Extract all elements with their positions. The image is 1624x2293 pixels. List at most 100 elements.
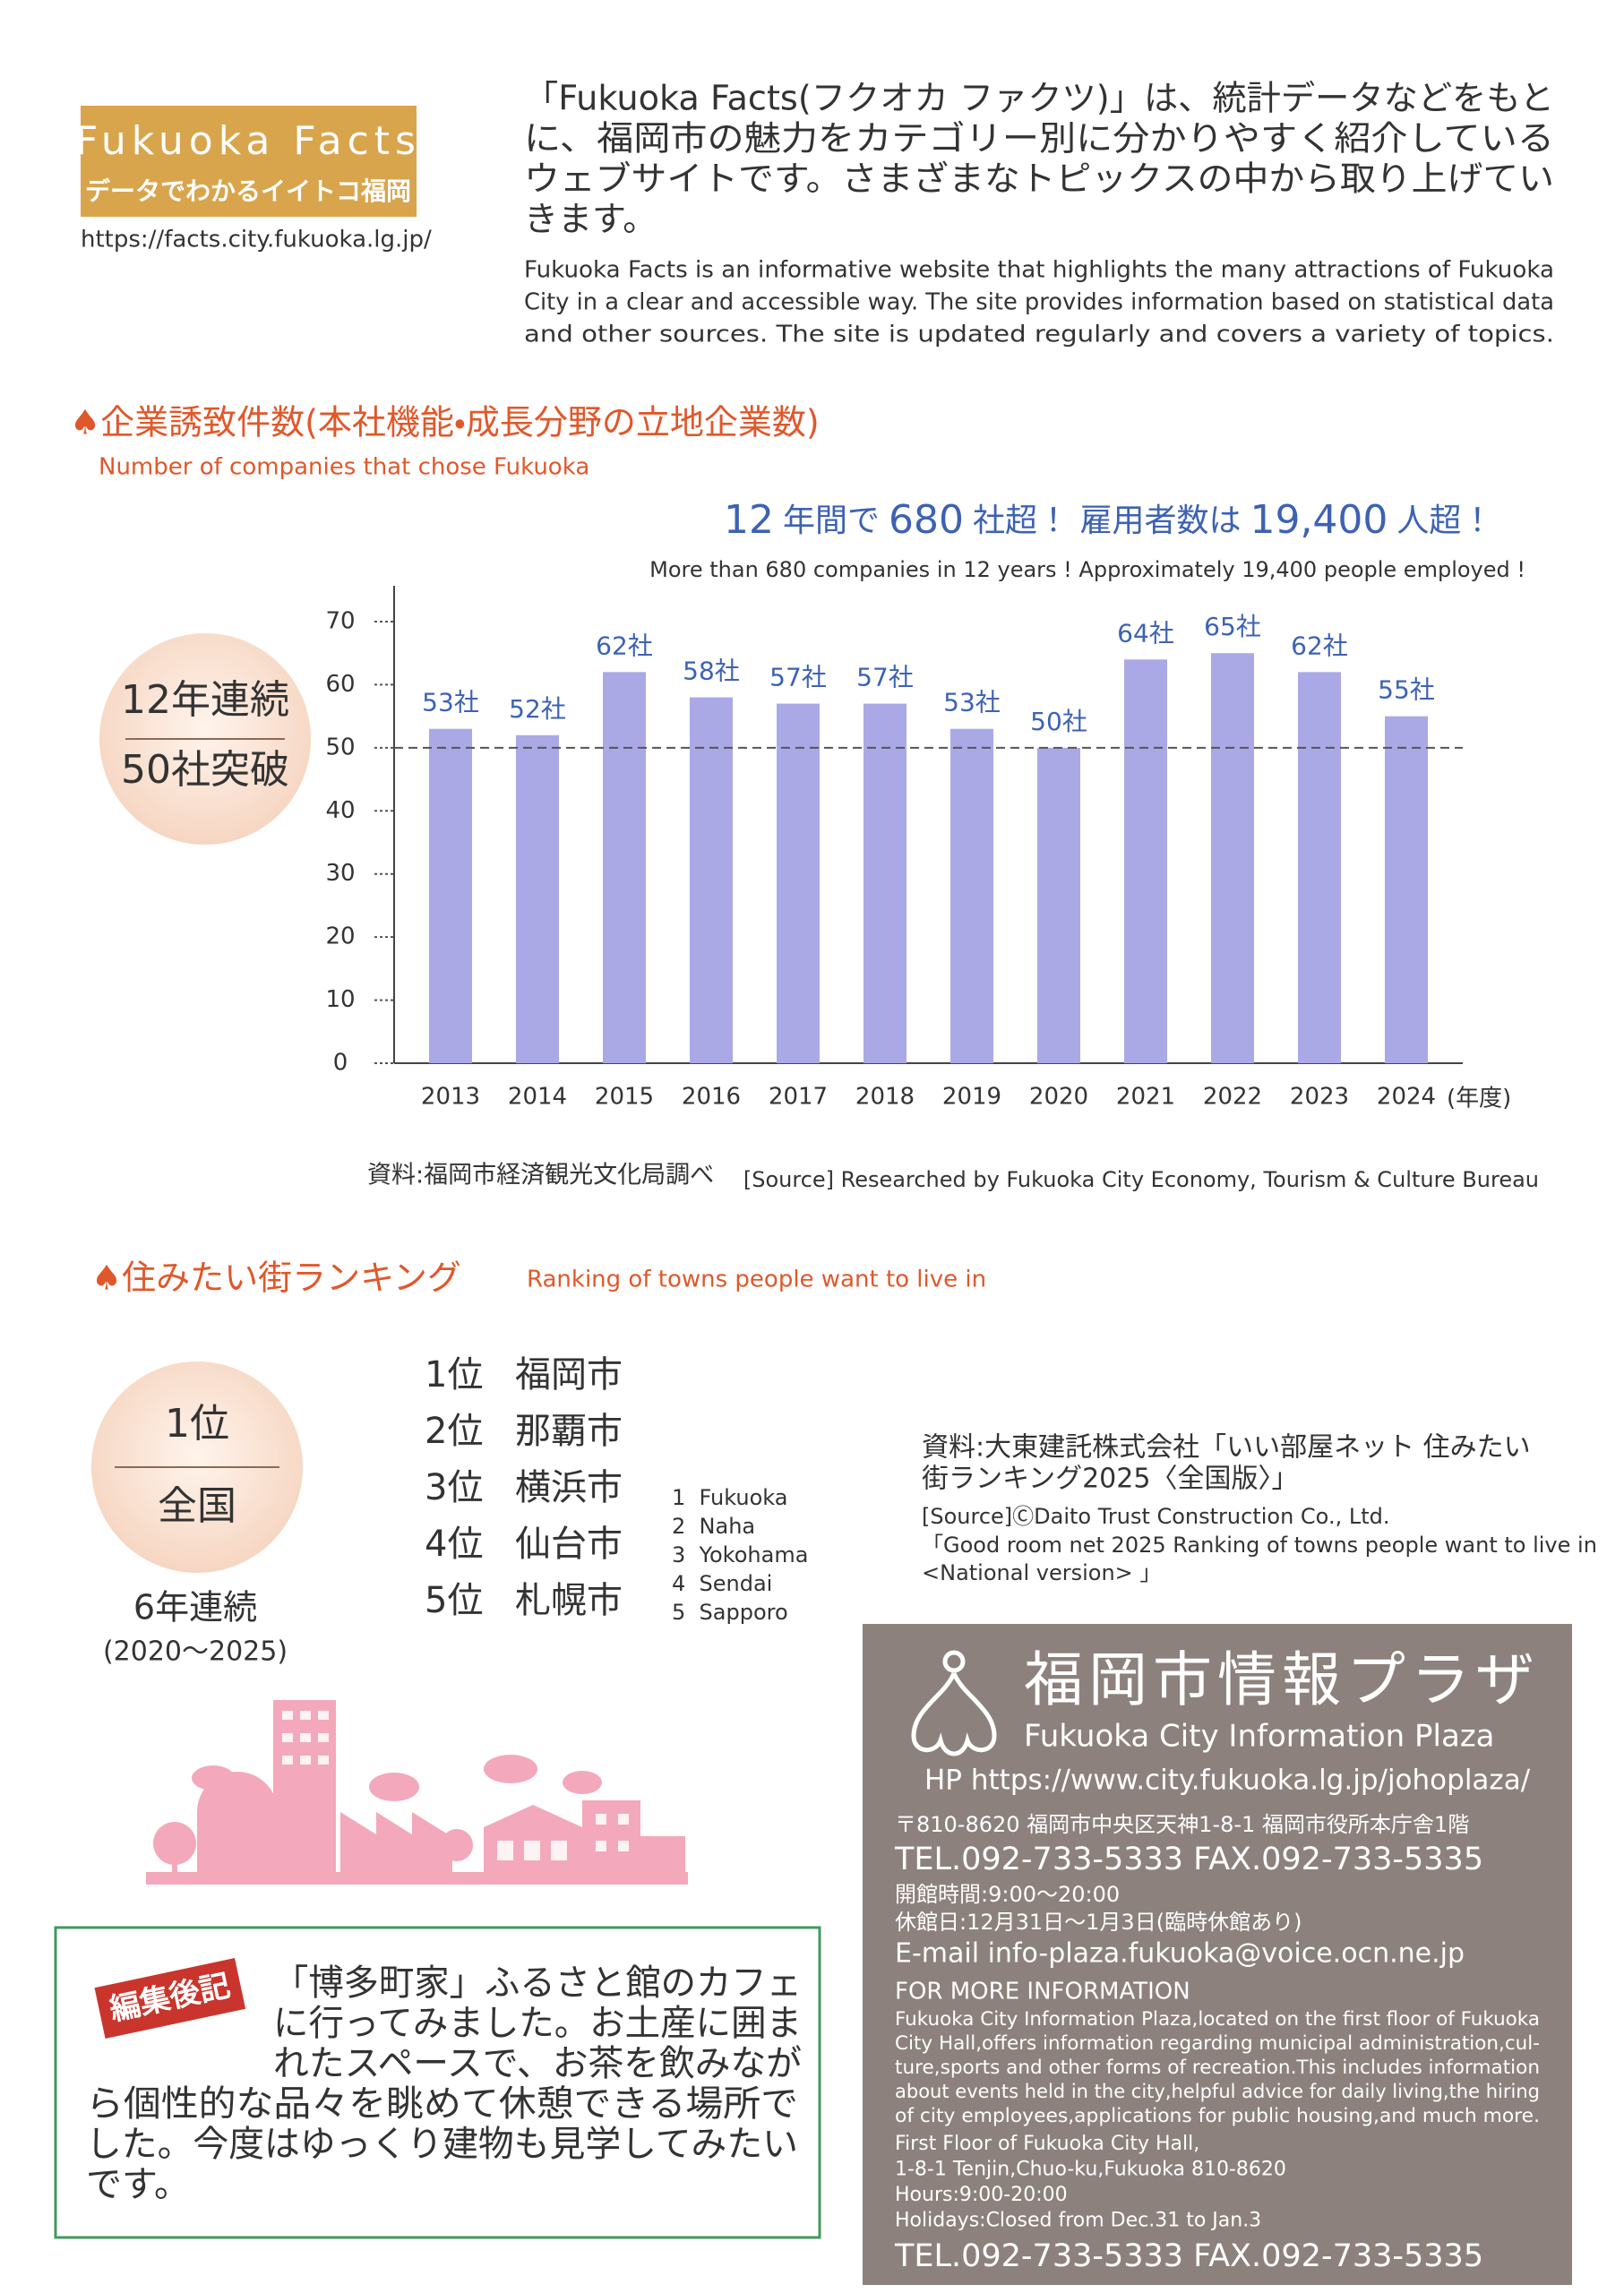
ranking-source: <National version> 」 bbox=[922, 1560, 1161, 1585]
value-label: 57社 bbox=[856, 663, 914, 692]
section-title: ♠企業誘致件数(本社機能・成長分野の立地企業数) bbox=[70, 403, 820, 442]
value-label: 58社 bbox=[683, 657, 740, 686]
ranking-source: [Source]ⒸDaito Trust Construction Co., L… bbox=[922, 1504, 1389, 1529]
bar bbox=[950, 728, 993, 1063]
plaza-address-en: Holidays:Closed from Dec.31 to Jan.3 bbox=[895, 2210, 1261, 2232]
rank-city: 札幌市 bbox=[515, 1580, 623, 1621]
bar bbox=[603, 672, 646, 1063]
plaza-hours: 開館時間:9:00〜20:00 bbox=[895, 1882, 1120, 1907]
rank-en: 5 Sapporo bbox=[672, 1600, 788, 1625]
rank-city: 福岡市 bbox=[515, 1354, 623, 1396]
intro-en-line: and other sources. The site is updated r… bbox=[524, 322, 1554, 348]
rank-city: 仙台市 bbox=[515, 1524, 623, 1565]
rank-city: 那覇市 bbox=[515, 1411, 623, 1452]
x-tick-label: 2019 bbox=[942, 1084, 1001, 1111]
headline-part: 19,400 bbox=[1250, 497, 1388, 543]
rank-number: 4位 bbox=[425, 1524, 483, 1565]
x-tick-label: 2024 bbox=[1377, 1084, 1436, 1111]
editor-stamp: 編集後記 bbox=[94, 1958, 246, 2040]
editor-box bbox=[54, 1926, 821, 2239]
headline-part: 年間で bbox=[783, 502, 880, 539]
logo-subtitle: データでわかるイイトコ福岡 bbox=[85, 176, 411, 206]
rank-en: 1 Fukuoka bbox=[672, 1485, 787, 1510]
bar bbox=[516, 734, 559, 1063]
editor-line: れたスペースで、お茶を飲みなが bbox=[273, 2043, 802, 2084]
bar bbox=[1298, 672, 1341, 1063]
period: (2020〜2025) bbox=[103, 1636, 288, 1668]
plaza-title: 福岡市情報プラザ bbox=[1024, 1645, 1540, 1714]
intro-en-line: Fukuoka Facts is an informative website … bbox=[524, 257, 1554, 284]
badge-text: 1位 bbox=[165, 1401, 229, 1447]
ranking-source: 「Good room net 2025 Ranking of towns peo… bbox=[922, 1533, 1597, 1558]
value-label: 55社 bbox=[1378, 675, 1435, 705]
editor-line: に行ってみました。お土産に囲ま bbox=[273, 2003, 802, 2044]
rank-number: 5位 bbox=[425, 1580, 483, 1621]
headline-part: 680 bbox=[889, 497, 964, 543]
bar bbox=[1037, 747, 1080, 1063]
x-tick-label: 2022 bbox=[1203, 1084, 1262, 1111]
y-tick-label: 70 bbox=[325, 608, 355, 635]
plaza-address: 〒810-8620 福岡市中央区天神1-8-1 福岡市役所本庁舎1階 bbox=[895, 1812, 1469, 1837]
source-en: [Source] Researched by Fukuoka City Econ… bbox=[743, 1167, 1539, 1192]
value-label: 53社 bbox=[422, 688, 479, 717]
value-label: 62社 bbox=[596, 631, 653, 660]
editor-line: 「博多町家」ふるさと館のカフェ bbox=[273, 1962, 802, 2004]
plaza-description: about events held in the city,helpful ad… bbox=[895, 2081, 1540, 2102]
x-tick-label: 2017 bbox=[769, 1084, 828, 1111]
value-label: 64社 bbox=[1117, 618, 1174, 648]
plaza-description: ture,sports and other forms of recreatio… bbox=[895, 2057, 1540, 2078]
logo-title: Fukuoka Facts bbox=[75, 118, 421, 164]
x-tick-label: 2014 bbox=[508, 1084, 567, 1111]
y-tick-label: 40 bbox=[325, 797, 355, 824]
intro-ja-line: きます。 bbox=[524, 200, 657, 239]
plaza-closed: 休館日:12月31日〜1月3日(臨時休館あり) bbox=[895, 1910, 1302, 1935]
site-url: https://facts.city.fukuoka.lg.jp/ bbox=[81, 227, 432, 253]
plaza-email: E-mail info-plaza.fukuoka@voice.ocn.ne.j… bbox=[895, 1938, 1465, 1970]
section-subtitle: Ranking of towns people want to live in bbox=[527, 1267, 986, 1293]
editor-line: です。 bbox=[86, 2164, 190, 2205]
plaza-tel-en: TEL.092-733-5333 FAX.092-733-5335 bbox=[894, 2238, 1483, 2274]
x-tick-label: 2020 bbox=[1029, 1084, 1088, 1111]
y-tick-label: 60 bbox=[325, 671, 355, 698]
plaza-address-en: First Floor of Fukuoka City Hall, bbox=[895, 2133, 1199, 2155]
rank-en: 3 Yokohama bbox=[672, 1542, 808, 1567]
section-title: ♠住みたい街ランキング bbox=[91, 1258, 461, 1298]
bar bbox=[690, 697, 733, 1063]
skyline-windows bbox=[282, 1711, 629, 1860]
stamp-box bbox=[94, 1958, 246, 2040]
bar bbox=[864, 703, 907, 1063]
headline: 12 年間で 680 社超！ 雇用者数は 19,400 人超！ bbox=[724, 497, 1493, 543]
intro-ja-line: ウェブサイトです。さまざまなトピックスの中から取り上げてい bbox=[524, 159, 1554, 199]
plaza-more: FOR MORE INFORMATION bbox=[895, 1979, 1190, 2005]
ranking-source: 街ランキング2025〈全国版〉」 bbox=[922, 1464, 1298, 1495]
plaza-title-en: Fukuoka City Information Plaza bbox=[1024, 1719, 1495, 1755]
x-tick-label: 2021 bbox=[1116, 1084, 1175, 1111]
x-tick-label: 2016 bbox=[682, 1084, 741, 1111]
editor-line: した。今度はゆっくり建物も見学してみたい bbox=[86, 2124, 798, 2165]
headline-part: 12 bbox=[724, 497, 774, 543]
value-label: 52社 bbox=[509, 694, 566, 724]
rank-number: 1位 bbox=[425, 1354, 483, 1396]
plaza-description: City Hall,offers information regarding m… bbox=[895, 2032, 1540, 2054]
x-tick-label: 2013 bbox=[421, 1084, 480, 1111]
rank-number: 3位 bbox=[425, 1467, 483, 1508]
bar bbox=[777, 703, 820, 1063]
streak: 6年連続 bbox=[133, 1588, 257, 1627]
badge-text: 12年連続 bbox=[121, 677, 289, 723]
value-label: 53社 bbox=[943, 688, 1001, 717]
plaza-text: 福岡市情報プラザ Fukuoka City Information Plaza HP… bbox=[894, 1645, 1540, 2274]
bar bbox=[1124, 659, 1167, 1063]
value-label: 50社 bbox=[1030, 707, 1087, 736]
bar bbox=[429, 728, 472, 1063]
value-label: 57社 bbox=[769, 663, 827, 692]
y-tick-label: 30 bbox=[325, 860, 355, 887]
source-ja: 資料:福岡市経済観光文化局調べ bbox=[367, 1162, 714, 1189]
plaza-icon bbox=[911, 1650, 997, 1756]
rank-number: 2位 bbox=[425, 1411, 483, 1452]
ranking-source: 資料:大東建託株式会社「いい部屋ネット 住みたい bbox=[922, 1432, 1531, 1464]
intro-ja-line: に、福岡市の魅力をカテゴリー別に分かりやすく紹介している bbox=[524, 119, 1554, 159]
value-label: 62社 bbox=[1291, 631, 1348, 660]
headline-part: 人超！ bbox=[1396, 502, 1493, 539]
headline-part: 社超！ 雇用者数は bbox=[973, 502, 1241, 539]
plaza-hp: HP https://www.city.fukuoka.lg.jp/johopl… bbox=[924, 1765, 1531, 1797]
